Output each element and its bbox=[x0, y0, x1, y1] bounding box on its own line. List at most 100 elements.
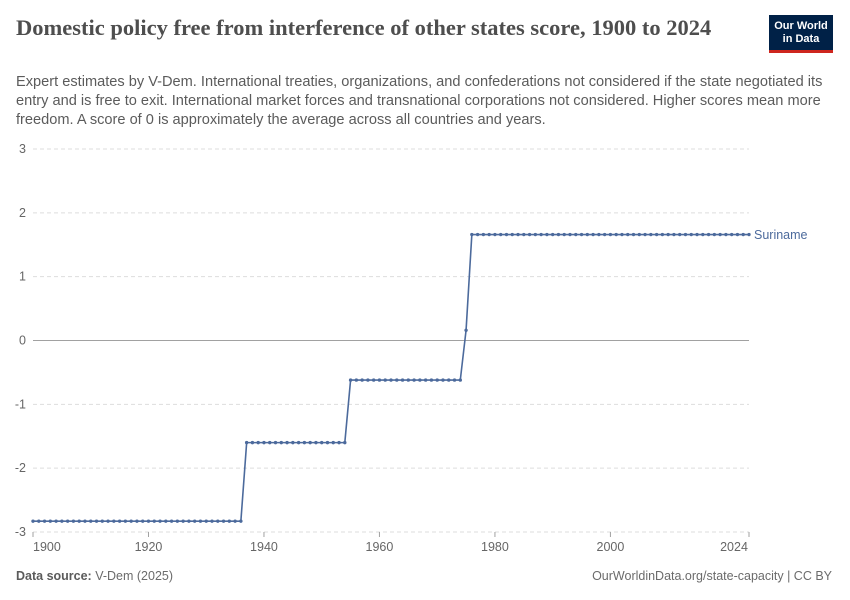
data-point bbox=[510, 232, 514, 237]
data-point bbox=[666, 232, 670, 237]
gridlines bbox=[33, 148, 749, 533]
data-point bbox=[325, 440, 330, 445]
data-point bbox=[475, 232, 480, 237]
data-point bbox=[487, 232, 491, 237]
data-point bbox=[706, 232, 711, 237]
data-point bbox=[481, 232, 486, 237]
data-point bbox=[210, 519, 214, 523]
data-point bbox=[550, 232, 555, 237]
data-point bbox=[216, 519, 220, 523]
data-point bbox=[522, 232, 526, 237]
data-point bbox=[268, 440, 272, 445]
data-point bbox=[539, 232, 543, 237]
data-point bbox=[631, 232, 636, 237]
data-point bbox=[262, 440, 266, 445]
data-point bbox=[400, 378, 405, 382]
x-tick-label: 1960 bbox=[366, 540, 394, 554]
data-point bbox=[435, 378, 439, 382]
owid-logo[interactable]: Our World in Data bbox=[769, 15, 833, 53]
data-point bbox=[285, 440, 289, 445]
data-point bbox=[458, 378, 462, 382]
x-tick-label: 1940 bbox=[250, 540, 278, 554]
data-source: Data source: V-Dem (2025) bbox=[16, 569, 173, 583]
data-point bbox=[348, 378, 353, 382]
data-point bbox=[735, 232, 740, 237]
data-point bbox=[585, 232, 590, 237]
data-point bbox=[602, 232, 607, 237]
data-point bbox=[48, 519, 53, 523]
data-point bbox=[441, 378, 445, 382]
data-point bbox=[106, 519, 110, 523]
data-point bbox=[637, 232, 641, 237]
data-point bbox=[470, 232, 474, 237]
data-point bbox=[447, 378, 451, 382]
y-tick-label: -3 bbox=[15, 525, 26, 539]
data-point bbox=[568, 232, 572, 237]
data-point bbox=[423, 378, 428, 382]
data-point bbox=[718, 232, 722, 237]
data-point bbox=[429, 378, 434, 382]
data-point bbox=[499, 232, 503, 237]
data-point bbox=[614, 232, 618, 237]
data-point bbox=[377, 378, 382, 382]
data-point bbox=[649, 232, 653, 237]
data-point bbox=[169, 519, 174, 523]
y-axis-ticks: 3 2 1 0 -1 -2 -3 bbox=[15, 142, 26, 539]
data-point bbox=[54, 519, 58, 523]
data-point bbox=[654, 232, 659, 237]
logo-line-1: Our World bbox=[774, 20, 828, 32]
data-point bbox=[383, 378, 387, 382]
data-point bbox=[712, 232, 717, 237]
data-point bbox=[464, 328, 468, 332]
data-point bbox=[660, 232, 665, 237]
y-tick-label: 0 bbox=[19, 334, 26, 348]
data-point bbox=[597, 232, 601, 237]
data-point bbox=[389, 378, 393, 382]
data-point bbox=[591, 232, 595, 237]
data-point bbox=[100, 519, 104, 523]
data-point bbox=[112, 519, 116, 523]
data-point bbox=[250, 440, 255, 445]
footer-url[interactable]: OurWorldinData.org/state-capacity | CC B… bbox=[592, 569, 832, 583]
data-point bbox=[395, 378, 399, 382]
data-point bbox=[556, 232, 561, 237]
x-tick-label: 2000 bbox=[597, 540, 625, 554]
y-tick-label: -1 bbox=[15, 397, 26, 411]
data-point bbox=[117, 519, 122, 523]
data-point bbox=[701, 232, 705, 237]
data-point bbox=[141, 519, 145, 523]
data-point bbox=[135, 519, 139, 523]
x-tick-label: 2024 bbox=[720, 540, 748, 554]
x-tick-label: 1900 bbox=[33, 540, 61, 554]
data-point bbox=[689, 232, 693, 237]
data-point bbox=[273, 440, 278, 445]
y-tick-label: 3 bbox=[19, 142, 26, 156]
data-point bbox=[678, 232, 682, 237]
data-point bbox=[31, 519, 35, 523]
data-point bbox=[65, 519, 70, 523]
data-point bbox=[620, 232, 624, 237]
data-point bbox=[71, 519, 76, 523]
data-point bbox=[533, 232, 538, 237]
data-point bbox=[279, 440, 283, 445]
data-point bbox=[239, 519, 243, 523]
series-line-suriname bbox=[33, 233, 749, 522]
data-point bbox=[574, 232, 578, 237]
data-point bbox=[256, 440, 260, 445]
series-layer: Suriname bbox=[31, 228, 808, 523]
data-point bbox=[741, 232, 745, 237]
data-point bbox=[146, 519, 151, 523]
data-point bbox=[94, 519, 99, 523]
data-point bbox=[695, 232, 699, 237]
y-tick-label: 2 bbox=[19, 206, 26, 220]
y-tick-label: 1 bbox=[19, 270, 26, 284]
data-point bbox=[504, 232, 509, 237]
data-point bbox=[181, 519, 185, 523]
data-point bbox=[192, 519, 197, 523]
data-point bbox=[129, 519, 133, 523]
data-source-value[interactable]: V-Dem (2025) bbox=[95, 569, 174, 583]
x-tick-label: 1920 bbox=[135, 540, 163, 554]
data-point bbox=[643, 232, 647, 237]
x-tick-label: 1980 bbox=[481, 540, 509, 554]
